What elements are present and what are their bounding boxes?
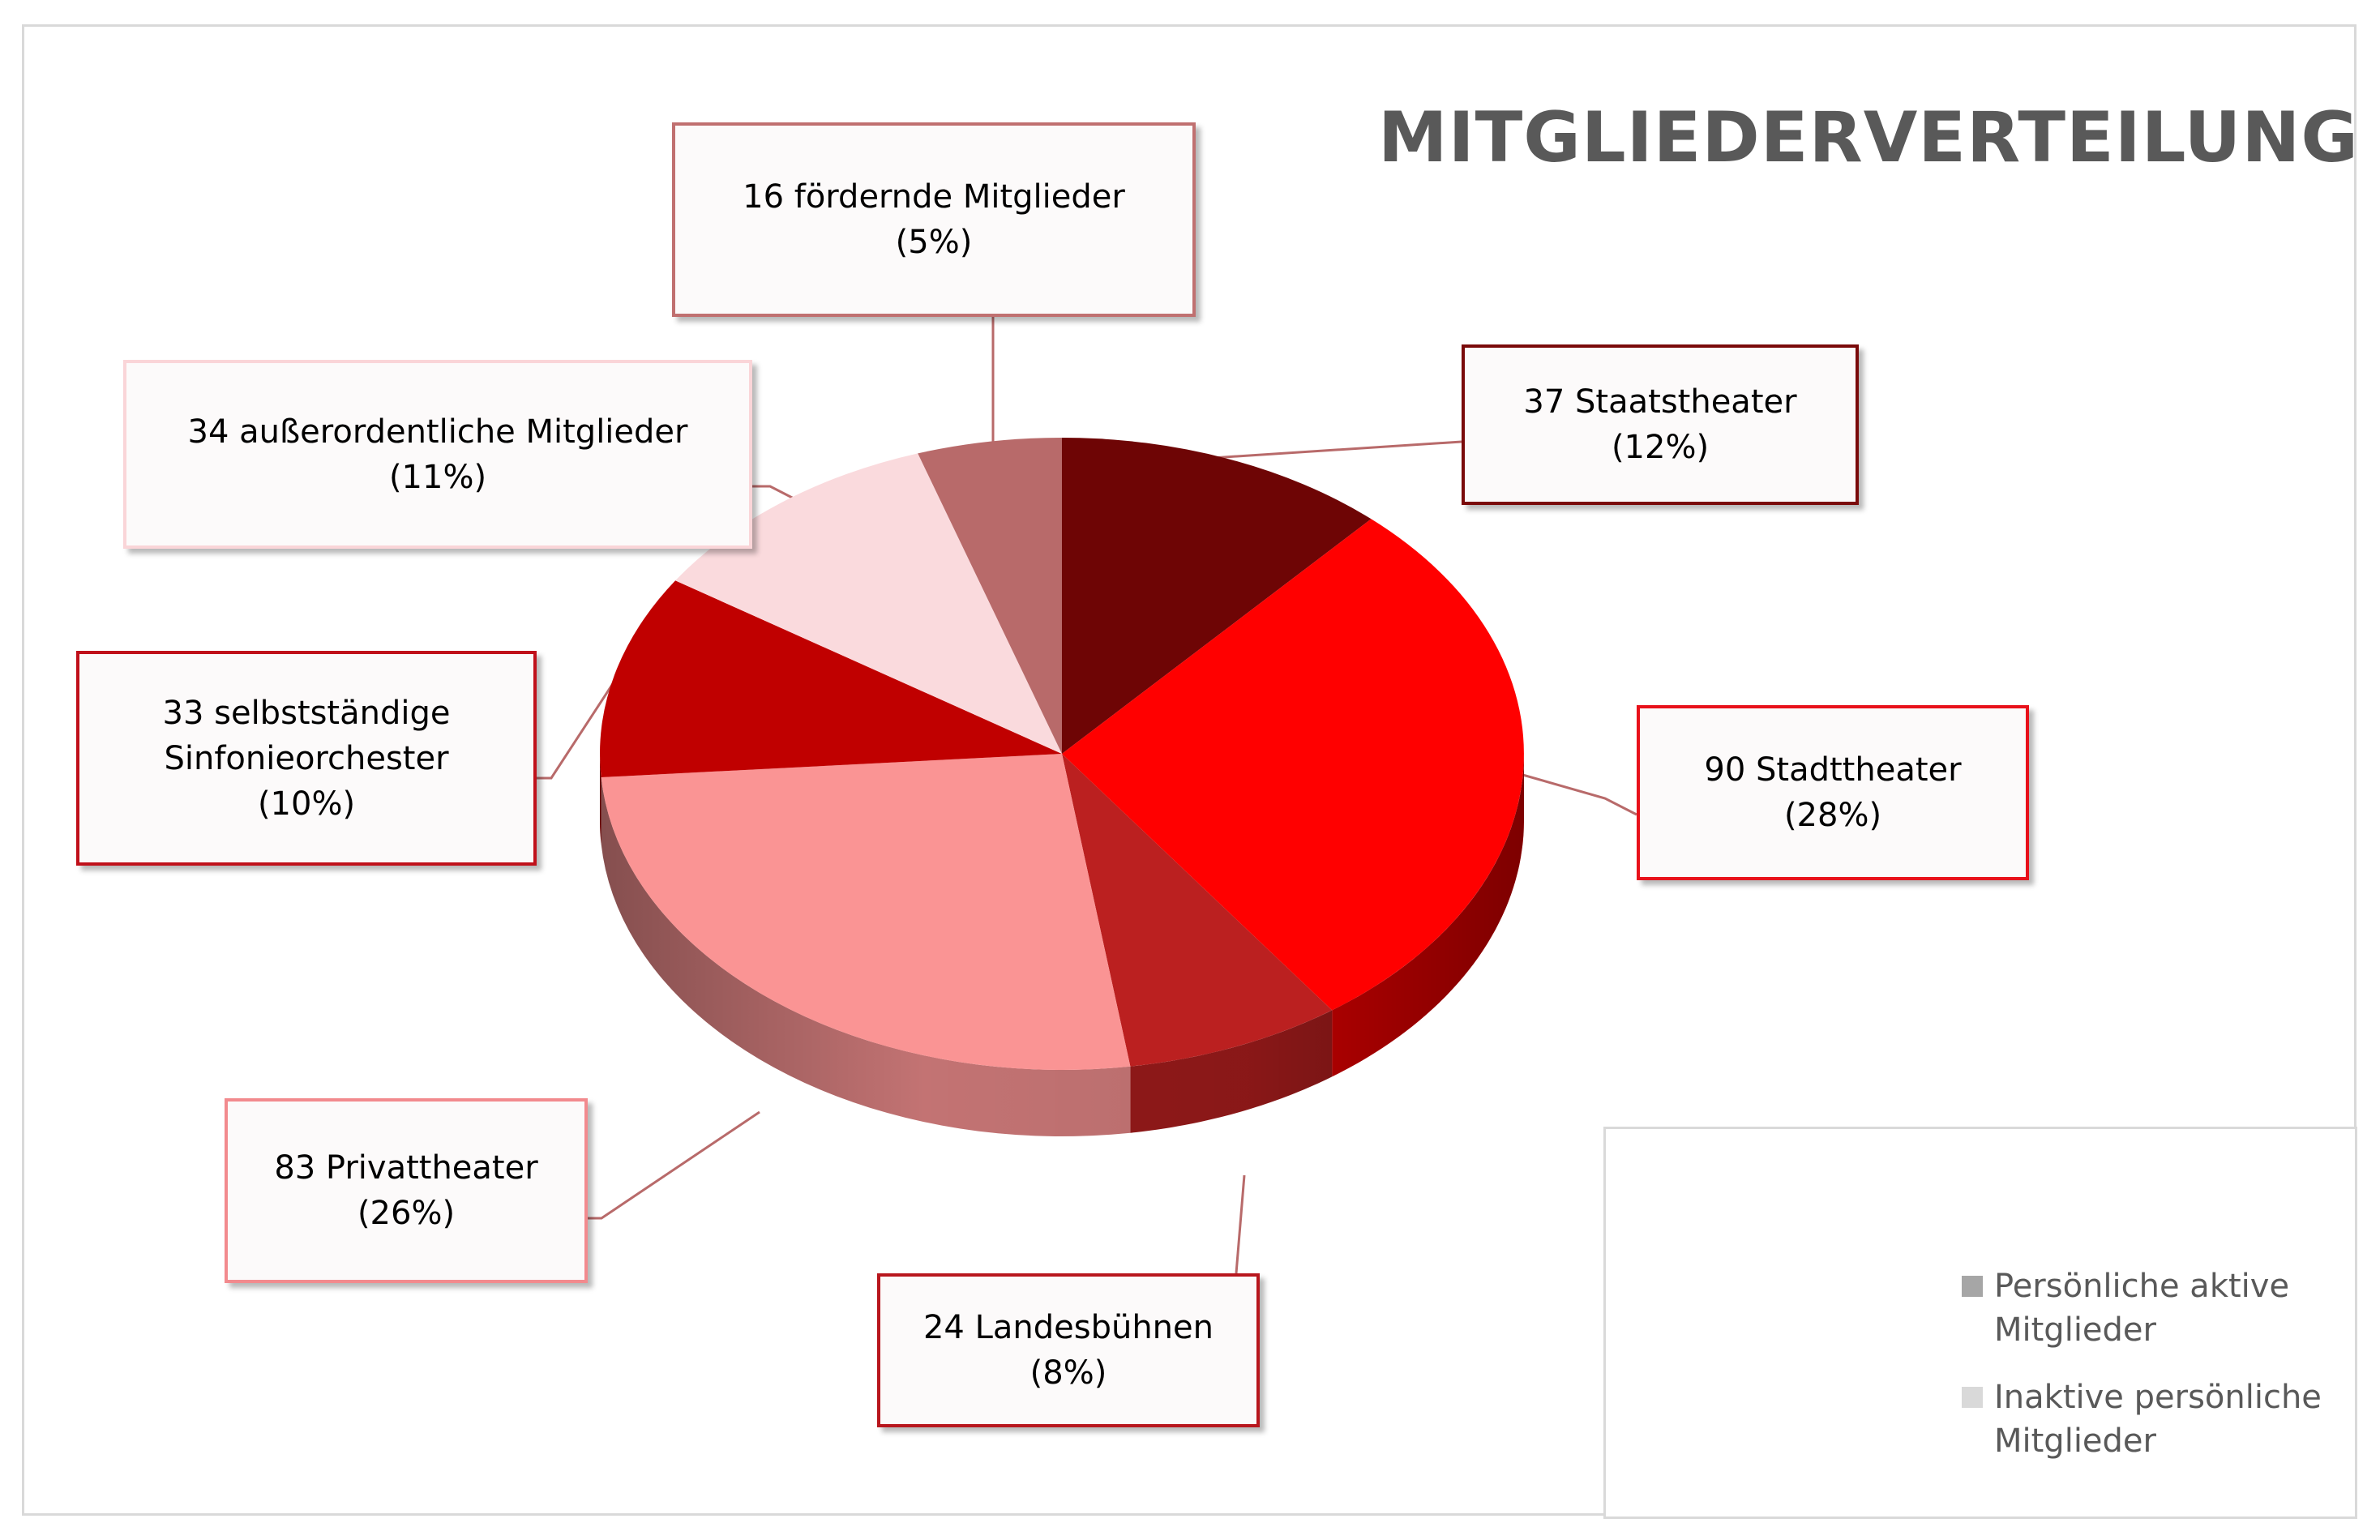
- leader-line-2: [1235, 1174, 1246, 1274]
- data-label-staatstheater: 37 Staatstheater (12%): [1462, 344, 1859, 505]
- main-pie: [600, 437, 1524, 1136]
- leader-line-0: [1211, 440, 1462, 460]
- data-label-percent: (12%): [1611, 429, 1710, 466]
- data-label-text: 37 Staatstheater: [1523, 383, 1797, 421]
- legend-swatch: [1962, 1387, 1983, 1408]
- data-label-foerdernde: 16 fördernde Mitglieder (5%): [672, 122, 1196, 317]
- data-label-text: 90 Stadttheater: [1704, 751, 1962, 789]
- pie-slice-6: [918, 437, 1062, 754]
- leader-line-4: [537, 665, 626, 780]
- pie-slice-1: [1062, 519, 1524, 1011]
- data-label-stadttheater: 90 Stadttheater (28%): [1637, 705, 2029, 880]
- data-label-text: 24 Landesbühnen: [922, 1309, 1214, 1346]
- legend-label: Persönliche aktive Mitglieder: [1994, 1268, 2290, 1349]
- data-label-percent: (10%): [257, 785, 356, 823]
- pie-slice-4: [600, 580, 1062, 777]
- data-label-percent: (26%): [357, 1195, 456, 1232]
- leader-line-5: [752, 485, 799, 503]
- chart-title: MITGLIEDERVERTEILUNG: [1378, 97, 2359, 178]
- pie-slice-5: [675, 453, 1062, 754]
- legend-swatch: [1962, 1276, 1983, 1297]
- data-label-text: 34 außerordentliche Mitglieder: [187, 413, 688, 451]
- pie-slice-3: [601, 754, 1131, 1070]
- data-label-text: 83 Privattheater: [274, 1149, 538, 1187]
- data-label-sinfonieorchester: 33 selbstständige Sinfonieorchester (10%…: [76, 651, 537, 866]
- leader-line-3: [588, 1110, 760, 1220]
- data-label-percent: (5%): [895, 224, 973, 261]
- data-label-percent: (8%): [1029, 1354, 1107, 1392]
- data-label-text: 16 fördernde Mitglieder: [743, 178, 1125, 216]
- legend-item-inaktive: Inaktive persönliche Mitglieder: [1962, 1375, 2351, 1463]
- pie-slice-0: [1062, 438, 1372, 754]
- data-label-ausserordentliche: 34 außerordentliche Mitglieder (11%): [123, 360, 752, 549]
- pie-slice-2: [1062, 754, 1333, 1067]
- data-label-landesbuehnen: 24 Landesbühnen (8%): [877, 1273, 1260, 1427]
- legend-label: Inaktive persönliche Mitglieder: [1994, 1379, 2322, 1460]
- leader-line-1: [1519, 772, 1637, 816]
- data-label-text: 33 selbstständige: [162, 694, 451, 732]
- data-label-text-2: Sinfonieorchester: [164, 739, 449, 777]
- data-label-privattheater: 83 Privattheater (26%): [225, 1098, 588, 1283]
- legend-item-aktive: Persönliche aktive Mitglieder: [1962, 1264, 2351, 1352]
- data-label-percent: (11%): [388, 458, 487, 496]
- pie-side-shade: [600, 754, 1524, 1136]
- legend-box: [1603, 1127, 2357, 1519]
- data-label-percent: (28%): [1783, 797, 1882, 834]
- leader-lines: [537, 317, 1637, 1274]
